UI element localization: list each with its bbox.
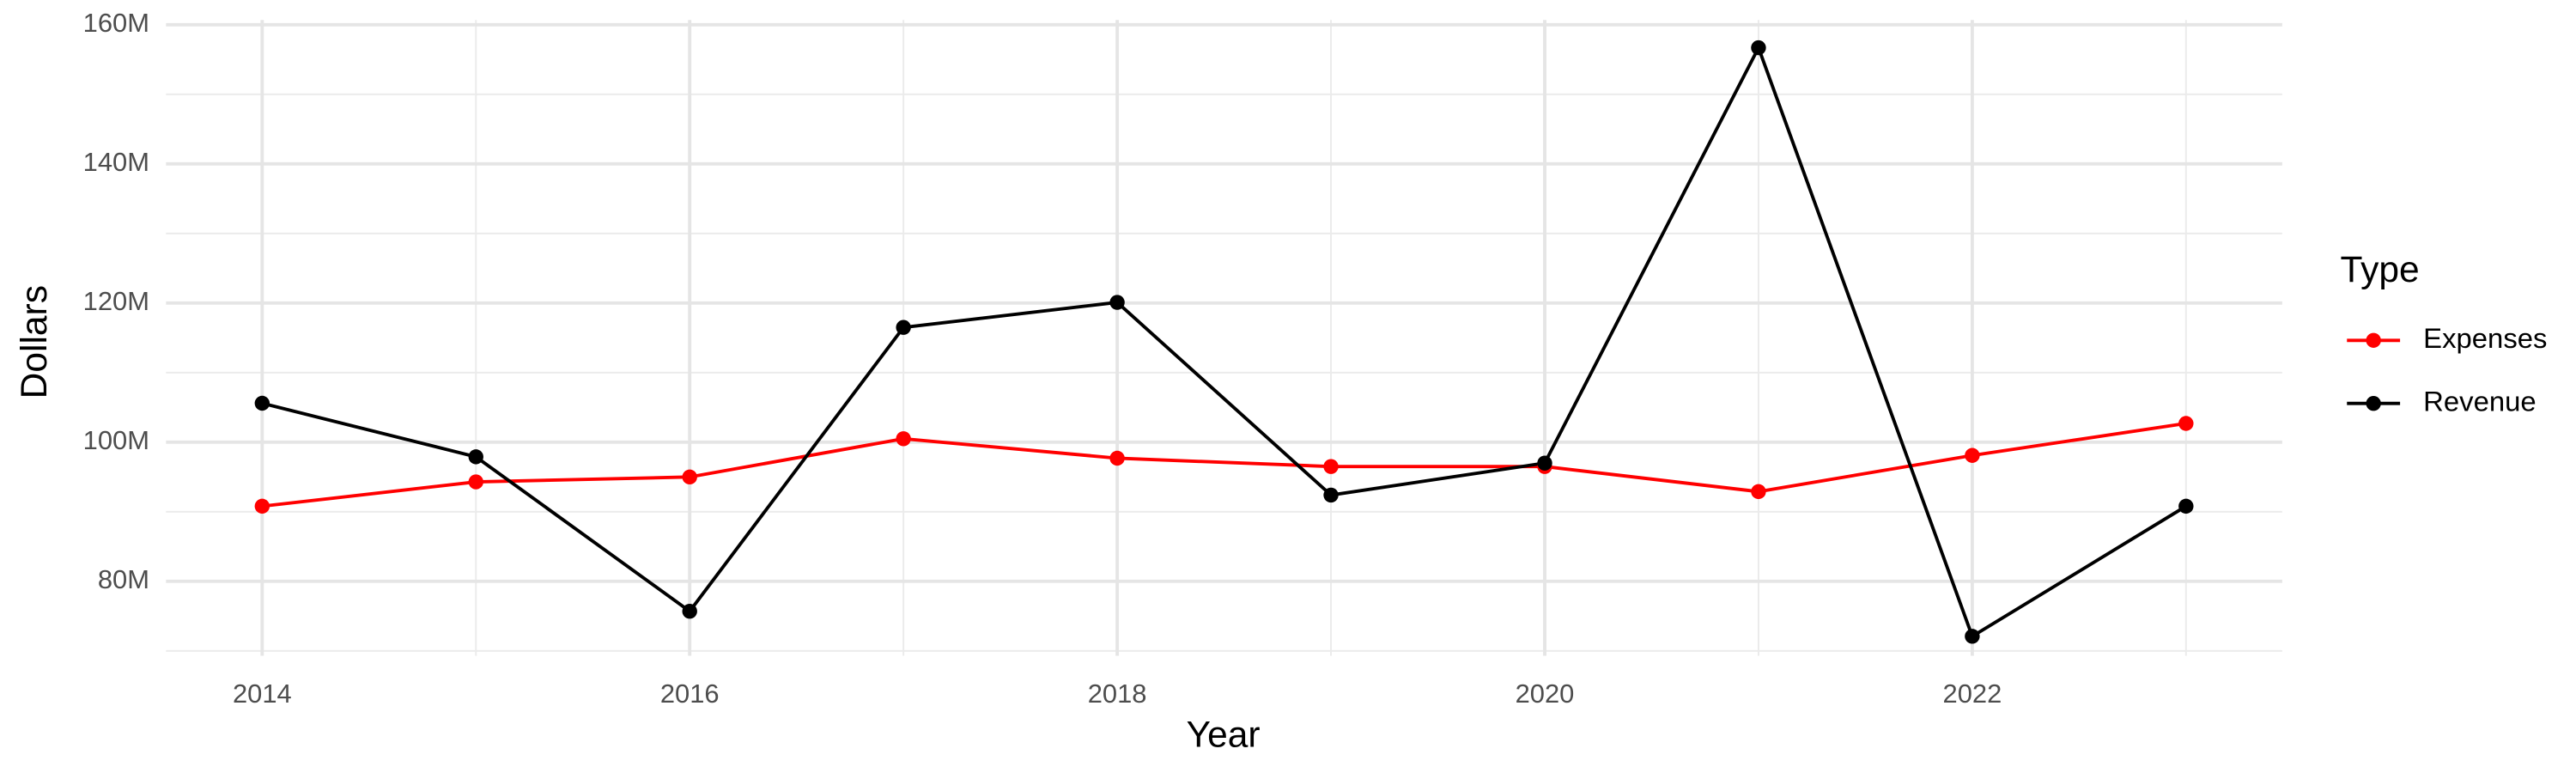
grid: 80M 100M 120M 140M 160M 2014 2016 2018 2020 2022 (83, 8, 2282, 709)
x-tick-label: 2014 (233, 679, 292, 709)
data-point (682, 603, 697, 619)
legend-key-point (2366, 396, 2381, 411)
y-tick-label: 140M (83, 147, 149, 177)
legend: Type Expenses Revenue (2341, 250, 2548, 417)
data-point (468, 449, 483, 465)
legend-label: Expenses (2423, 322, 2547, 354)
y-tick-label: 80M (98, 564, 149, 594)
x-axis-title: Year (1187, 715, 1261, 755)
legend-label: Revenue (2423, 385, 2537, 417)
data-point (254, 498, 270, 514)
data-point (1109, 295, 1125, 310)
data-point (2178, 498, 2194, 514)
data-point (896, 320, 911, 335)
legend-title: Type (2341, 250, 2420, 290)
data-point (468, 474, 483, 490)
y-tick-label: 120M (83, 286, 149, 316)
data-point (1109, 450, 1125, 466)
data-point (2178, 416, 2194, 431)
y-tick-label: 160M (83, 8, 149, 38)
series-line (262, 422, 2187, 508)
data-point (896, 431, 911, 447)
data-point (254, 395, 270, 411)
legend-key-point (2366, 332, 2381, 348)
x-tick-label: 2016 (660, 679, 720, 709)
data-point (1323, 487, 1339, 503)
x-tick-label: 2022 (1943, 679, 2002, 709)
data-point (1965, 629, 1980, 644)
data-point (1323, 459, 1339, 474)
plot-area (254, 40, 2194, 644)
series-line (261, 43, 2187, 639)
data-point (1537, 455, 1552, 471)
data-point (1965, 447, 1980, 463)
y-tick-label: 100M (83, 425, 149, 455)
y-axis-title: Dollars (15, 285, 55, 399)
x-tick-label: 2020 (1516, 679, 1575, 709)
data-point (1751, 40, 1766, 56)
x-tick-label: 2018 (1088, 679, 1147, 709)
data-point (682, 469, 697, 485)
data-point (1751, 484, 1766, 500)
